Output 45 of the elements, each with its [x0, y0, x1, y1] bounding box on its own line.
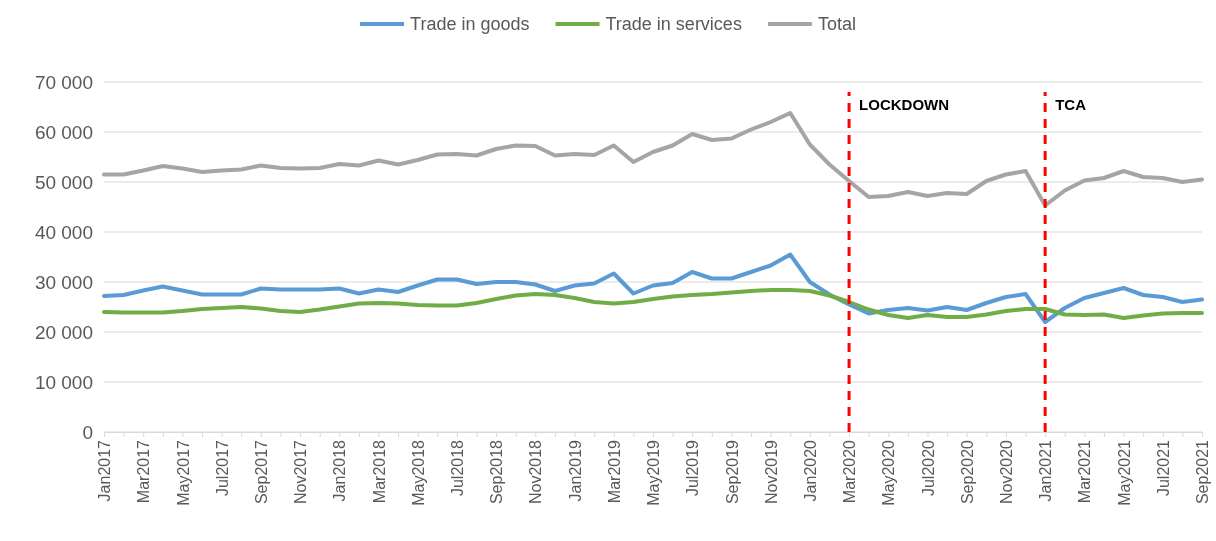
legend-label: Trade in services — [605, 14, 742, 34]
x-tick-label: Sep2018 — [488, 439, 506, 505]
x-tick-label: Mar2020 — [841, 439, 859, 504]
x-tick-label: Mar2018 — [370, 439, 388, 504]
x-tick-label: Jan2021 — [1037, 439, 1055, 502]
x-tick-label: Jul2018 — [449, 439, 467, 497]
x-tick-label: Sep2021 — [1194, 439, 1212, 505]
x-tick-label: May2020 — [880, 439, 898, 506]
y-tick-label: 10 000 — [34, 371, 93, 393]
x-tick-label: May2018 — [409, 439, 427, 506]
x-tick-label: May2019 — [645, 439, 663, 506]
x-tick-label: Mar2021 — [1076, 439, 1094, 504]
ref-line-label: TCA — [1055, 96, 1087, 113]
x-tick-label: Mar2019 — [605, 439, 623, 504]
x-tick-label: Nov2018 — [527, 439, 545, 505]
x-tick-label: Sep2019 — [723, 439, 741, 505]
x-tick-label: Nov2019 — [762, 439, 780, 505]
y-tick-label: 50 000 — [34, 171, 93, 193]
y-tick-label: 0 — [82, 421, 93, 443]
legend-label: Trade in goods — [410, 14, 530, 34]
x-tick-label: Jul2021 — [1154, 439, 1172, 497]
ref-line-label: LOCKDOWN — [859, 96, 950, 113]
y-tick-label: 60 000 — [34, 121, 93, 143]
y-tick-label: 70 000 — [34, 71, 93, 93]
x-tick-label: Nov2017 — [292, 439, 310, 505]
x-tick-label: May2021 — [1115, 439, 1133, 506]
x-tick-label: Jan2020 — [801, 439, 819, 502]
x-tick-label: Sep2017 — [252, 439, 270, 505]
x-tick-label: May2017 — [174, 439, 192, 506]
legend-label: Total — [817, 14, 856, 34]
line-series — [102, 288, 1204, 320]
x-tick-label: Jan2018 — [331, 439, 349, 502]
y-tick-label: 30 000 — [34, 271, 93, 293]
x-tick-label: Jan2017 — [96, 439, 114, 502]
x-tick-label: Sep2020 — [958, 439, 976, 505]
x-tick-label: Jan2019 — [566, 439, 584, 502]
x-tick-label: Jul2019 — [684, 439, 702, 497]
x-tick-label: Jul2017 — [213, 439, 231, 497]
x-tick-label: Jul2020 — [919, 439, 937, 497]
x-tick-label: Nov2020 — [998, 439, 1016, 505]
y-tick-label: 40 000 — [34, 221, 93, 243]
line-series — [102, 111, 1204, 208]
line-series — [102, 252, 1204, 324]
x-tick-label: Mar2017 — [135, 439, 153, 504]
y-tick-label: 20 000 — [34, 321, 93, 343]
